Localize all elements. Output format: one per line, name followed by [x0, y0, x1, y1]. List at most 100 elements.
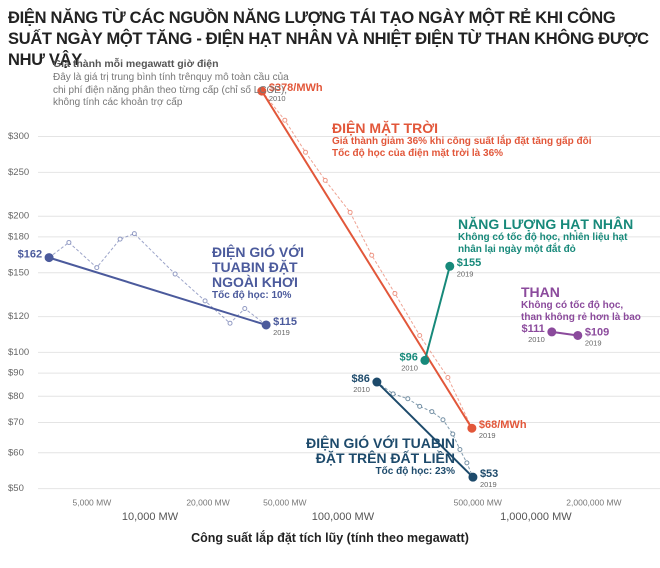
point [464, 460, 470, 466]
y-tick-label: $150 [8, 267, 29, 278]
point [117, 236, 123, 242]
series-annotation: ĐIỆN GIÓ VỚI TUABIN ĐẶT TRÊN ĐẤT LIỀN Tốc… [290, 436, 455, 478]
point [445, 261, 455, 271]
point [390, 391, 396, 397]
annual-path [376, 381, 474, 478]
point [242, 306, 248, 312]
y-tick-label: $60 [8, 447, 24, 458]
point [347, 209, 353, 215]
y-tick-label: $50 [8, 483, 24, 494]
point [429, 409, 435, 415]
x-axis-label: Công suất lắp đặt tích lũy (tính theo me… [191, 531, 469, 545]
point [457, 447, 463, 453]
chart-title: ĐIỆN NĂNG TỪ CÁC NGUỒN NĂNG LƯỢNG TÁI TẠ… [8, 9, 649, 69]
value-label: $53 [480, 468, 498, 480]
point [227, 320, 233, 326]
value-label: $162 [18, 249, 42, 261]
value-label: $109 [585, 326, 609, 338]
y-tick-label: $200 [8, 211, 29, 222]
point [405, 396, 411, 402]
y-tick-label: $250 [8, 167, 29, 178]
series-note: Không có tốc độ học, than không rẻ hơn l… [521, 300, 641, 323]
point [44, 253, 54, 263]
series-annotation: NĂNG LƯỢNG HẠT NHÂN Không có tốc độ học, … [458, 217, 643, 256]
legend-entry: ĐIỆN GIÓ VỚI TUABIN ĐẶT NGOÀI KHƠI [212, 244, 305, 290]
series-note: Giá thành giảm 36% khi công suất lắp đặt… [332, 136, 592, 147]
point [417, 332, 423, 338]
value-label: $96 [400, 351, 418, 363]
value-label: $155 [457, 257, 481, 269]
x-tick-label: 10,000 MW [122, 511, 179, 523]
point [369, 252, 375, 258]
point [94, 265, 100, 271]
legend-entry: NĂNG LƯỢNG HẠT NHÂN [458, 216, 634, 232]
point [261, 320, 271, 330]
series-annotation: ĐIỆN GIÓ VỚI TUABIN ĐẶT NGOÀI KHƠI Tốc độ… [212, 245, 347, 302]
legend-entry: ĐIỆN GIÓ VỚI TUABIN ĐẶT TRÊN ĐẤT LIỀN [306, 435, 455, 466]
trend-line [376, 381, 474, 478]
y-tick-label: $300 [8, 131, 29, 142]
y-tick-label: $70 [8, 417, 24, 428]
legend-entry: THAN [521, 284, 560, 300]
series-note: Tốc độ học: 10% [212, 290, 292, 301]
value-label: $68/MWh [479, 419, 527, 431]
subtitle: Giá thành mỗi megawatt giờ điện [53, 58, 219, 70]
series-note: Tốc độ học của điện mặt trời là 36% [332, 148, 504, 159]
y-tick-label: $90 [8, 368, 24, 379]
year-label: 2019 [480, 480, 497, 489]
point [468, 472, 478, 482]
series-annotation: ĐIỆN MẶT TRỜI Giá thành giảm 36% khi công… [332, 121, 652, 160]
point [392, 290, 398, 296]
point [282, 117, 288, 123]
point [440, 417, 446, 423]
trend-line [423, 266, 451, 361]
annual-path [261, 90, 473, 429]
series-note: Không có tốc độ học, nhiên liệu hạt nhân… [458, 232, 628, 255]
x-tick-label: 5,000 MW [73, 497, 112, 507]
x-tick-label: 100,000 MW [312, 511, 375, 523]
point [303, 149, 309, 155]
series-note: Tốc độ học: 23% [375, 466, 455, 477]
value-label: $378/MWh [269, 82, 323, 94]
year-label: 2010 [401, 363, 418, 372]
legend-entry: ĐIỆN MẶT TRỜI [332, 120, 439, 136]
point [450, 431, 456, 437]
point [372, 377, 382, 387]
year-label: 2019 [585, 338, 602, 347]
point [417, 403, 423, 409]
year-label: 2019 [479, 431, 496, 440]
point [322, 177, 328, 183]
value-label: $115 [273, 316, 297, 328]
point [131, 231, 137, 237]
point [66, 239, 72, 245]
y-tick-label: $80 [8, 391, 24, 402]
x-tick-label: 500,000 MW [454, 497, 502, 507]
point [202, 298, 208, 304]
year-label: 2019 [457, 269, 474, 278]
note: Đây là giá trị trung bình tính trênquy m… [53, 72, 289, 108]
point [547, 327, 557, 337]
series-annotation: THAN Không có tốc độ học, than không rẻ h… [521, 285, 646, 324]
point [467, 423, 477, 433]
x-tick-label: 50,000 MW [263, 497, 306, 507]
year-label: 2010 [528, 335, 545, 344]
value-label: $111 [522, 323, 545, 335]
year-label: 2010 [269, 94, 286, 103]
trend-line [260, 90, 473, 429]
y-tick-label: $120 [8, 311, 29, 322]
y-tick-label: $100 [8, 347, 29, 358]
point [420, 355, 430, 365]
point [172, 271, 178, 277]
value-label: $86 [352, 373, 370, 385]
x-tick-label: 1,000,000 MW [500, 511, 572, 523]
y-tick-label: $180 [8, 231, 29, 242]
year-label: 2010 [353, 385, 370, 394]
trend-line [48, 256, 267, 326]
point [573, 330, 583, 340]
point [257, 86, 267, 96]
x-tick-label: 20,000 MW [186, 497, 229, 507]
x-tick-label: 2,000,000 MW [566, 497, 621, 507]
point [445, 375, 451, 381]
